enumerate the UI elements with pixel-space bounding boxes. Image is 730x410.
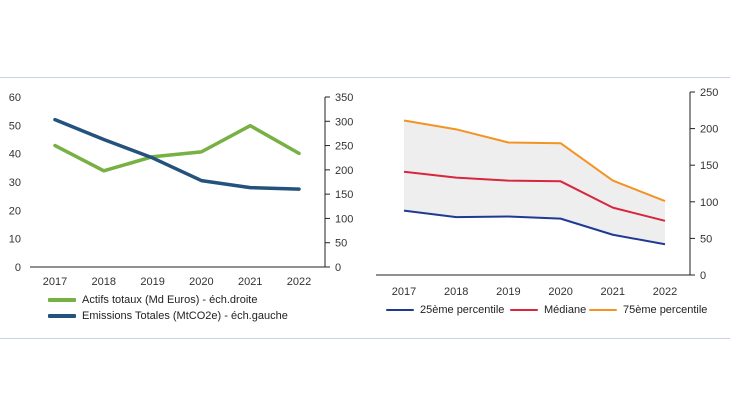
legend-median: Médiane: [510, 304, 586, 316]
legend-emissions: Emissions Totales (MtCO2e) - éch.gauche: [48, 310, 288, 322]
chart1-right-tick: 100: [335, 213, 353, 225]
bottom-divider: [0, 338, 730, 339]
chart1-x-tick: 2020: [189, 276, 213, 288]
chart1-right-tick: 50: [335, 238, 347, 250]
chart1-left-tick: 60: [9, 92, 21, 104]
chart1-right-tick: 250: [335, 141, 353, 153]
legend-p75-label: 75ème percentile: [623, 304, 708, 316]
legend-emissions-swatch: [48, 314, 76, 318]
chart1-x-tick: 2019: [140, 276, 164, 288]
legend-emissions-label: Emissions Totales (MtCO2e) - éch.gauche: [82, 310, 288, 322]
legend-actifs: Actifs totaux (Md Euros) - éch.droite: [48, 294, 257, 306]
legend-p75: 75ème percentile: [589, 304, 707, 316]
chart1-left-tick: 50: [9, 120, 21, 132]
legend-actifs-label: Actifs totaux (Md Euros) - éch.droite: [82, 294, 258, 306]
legend-median-label: Médiane: [544, 304, 587, 316]
chart1-right-tick: 150: [335, 189, 353, 201]
legend-p25: 25ème percentile: [386, 304, 504, 316]
chart1-x-tick: 2021: [238, 276, 262, 288]
series-actifs-line: [53, 123, 301, 173]
chart1-left-tick: 0: [15, 262, 21, 274]
legend-actifs-swatch: [48, 298, 76, 302]
chart1-left-tick: 20: [9, 205, 21, 217]
chart1-right-tick: 350: [335, 92, 353, 104]
legend-p75-swatch: [589, 309, 617, 311]
chart1-x-tick: 2022: [287, 276, 311, 288]
legend-median-swatch: [510, 309, 538, 311]
chart1-right-tick: 300: [335, 116, 353, 128]
chart1-x-tick: 2017: [43, 276, 67, 288]
series-emissions-line: [53, 117, 301, 191]
chart1-x-tick: 2018: [92, 276, 116, 288]
legend-p25-swatch: [386, 309, 414, 311]
top-divider: [0, 77, 730, 78]
legend-p25-label: 25ème percentile: [420, 304, 505, 316]
chart1-left-tick: 30: [9, 177, 21, 189]
chart1-right-tick: 0: [335, 262, 341, 274]
chart1-left-tick: 10: [9, 234, 21, 246]
chart1-right-tick: 200: [335, 165, 353, 177]
chart1-left-tick: 40: [9, 149, 21, 161]
